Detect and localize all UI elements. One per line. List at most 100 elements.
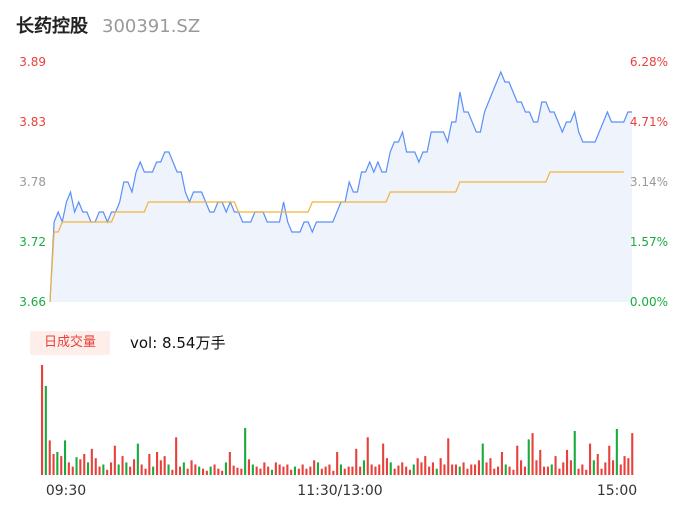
volume-bar xyxy=(477,460,480,475)
volume-bar xyxy=(497,466,500,475)
stock-name: 长药控股 xyxy=(16,16,88,37)
volume-bar xyxy=(117,464,120,475)
volume-bar xyxy=(110,462,113,475)
volume-bar xyxy=(190,460,193,475)
volume-bar xyxy=(416,458,419,475)
volume-bar xyxy=(393,468,396,475)
volume-bar xyxy=(581,464,584,475)
volume-bar xyxy=(75,457,78,475)
volume-bar xyxy=(244,427,247,475)
volume-bar xyxy=(41,365,44,475)
volume-bar xyxy=(566,449,569,475)
volume-bar xyxy=(355,448,358,475)
volume-bar xyxy=(527,439,530,475)
volume-bar xyxy=(67,462,70,475)
volume-bar xyxy=(447,438,450,475)
y-tick-label: 3.72 xyxy=(19,235,46,249)
daily-volume-tab[interactable]: 日成交量 xyxy=(30,331,110,355)
volume-bar xyxy=(113,445,116,475)
volume-bar xyxy=(282,466,285,475)
volume-bar xyxy=(462,462,465,475)
volume-bar xyxy=(159,460,162,475)
volume-bar xyxy=(305,468,308,475)
volume-bar xyxy=(60,456,63,475)
volume-bar xyxy=(435,468,438,475)
pct-tick-label: 4.71% xyxy=(630,115,668,129)
volume-bar xyxy=(596,454,599,475)
volume-bar xyxy=(585,469,588,475)
volume-bar xyxy=(267,466,270,475)
volume-bar xyxy=(102,464,105,475)
volume-bar xyxy=(94,458,97,475)
volume-bar xyxy=(612,460,615,475)
volume-bar xyxy=(370,464,373,475)
volume-bar xyxy=(194,464,197,475)
volume-bar xyxy=(569,460,572,475)
volume-bar xyxy=(328,464,331,475)
volume-bar xyxy=(205,470,208,475)
volume-bar xyxy=(489,458,492,475)
volume-bar xyxy=(64,440,67,475)
volume-bar xyxy=(546,466,549,475)
volume-bar xyxy=(405,466,408,475)
volume-bar xyxy=(431,462,434,475)
volume-bar xyxy=(316,462,319,475)
volume-bar xyxy=(382,443,385,475)
volume-bar xyxy=(56,452,59,475)
volume-bar xyxy=(167,464,170,475)
volume-bar xyxy=(198,466,201,475)
volume-bar xyxy=(175,437,178,475)
volume-bar xyxy=(133,459,136,475)
volume-bar xyxy=(324,466,327,475)
volume-bar xyxy=(508,466,511,475)
volume-bar xyxy=(439,458,442,475)
volume-bar xyxy=(424,456,427,475)
volume-bar xyxy=(71,466,74,475)
volume-bar xyxy=(481,443,484,475)
pct-tick-label: 1.57% xyxy=(630,235,668,249)
y-tick-label: 3.83 xyxy=(19,115,46,129)
y-tick-label: 3.66 xyxy=(19,295,46,309)
volume-bar xyxy=(224,462,227,475)
pct-tick-label: 6.28% xyxy=(630,55,668,69)
volume-bar xyxy=(274,462,277,475)
volume-bar xyxy=(213,464,216,475)
volume-bar xyxy=(412,464,415,475)
pct-tick-label: 0.00% xyxy=(630,295,668,309)
volume-bar xyxy=(589,443,592,475)
volume-bar xyxy=(83,454,86,475)
volume-bar xyxy=(179,466,182,475)
volume-bar xyxy=(523,466,526,475)
x-tick-label: 15:00 xyxy=(597,483,637,499)
volume-bar xyxy=(500,452,503,475)
volume-bar xyxy=(428,466,431,475)
volume-bar xyxy=(451,464,454,475)
volume-bar xyxy=(290,469,293,475)
volume-bar xyxy=(171,469,174,475)
average-price-line xyxy=(49,171,624,303)
volume-bar xyxy=(217,468,220,475)
volume-bar xyxy=(182,462,185,475)
volume-bar xyxy=(79,459,82,475)
volume-bar xyxy=(52,454,55,475)
volume-bar xyxy=(247,459,250,475)
volume-bar xyxy=(512,469,515,475)
volume-bar xyxy=(156,452,159,475)
y-tick-label: 3.78 xyxy=(19,175,46,189)
volume-bar xyxy=(401,462,404,475)
volume-bar xyxy=(385,458,388,475)
volume-bar xyxy=(129,466,132,475)
volume-bar xyxy=(619,464,622,475)
volume-bar xyxy=(90,448,93,475)
volume-bar xyxy=(293,466,296,475)
volume-bar xyxy=(240,468,243,475)
price-area-fill xyxy=(50,72,632,302)
volume-bar xyxy=(454,464,457,475)
volume-bar xyxy=(339,464,342,475)
volume-bar xyxy=(504,464,507,475)
volume-bar xyxy=(221,470,224,475)
volume-bar xyxy=(466,468,469,475)
volume-bar xyxy=(397,465,400,475)
volume-bar xyxy=(144,468,147,475)
volume-bar xyxy=(152,466,155,475)
